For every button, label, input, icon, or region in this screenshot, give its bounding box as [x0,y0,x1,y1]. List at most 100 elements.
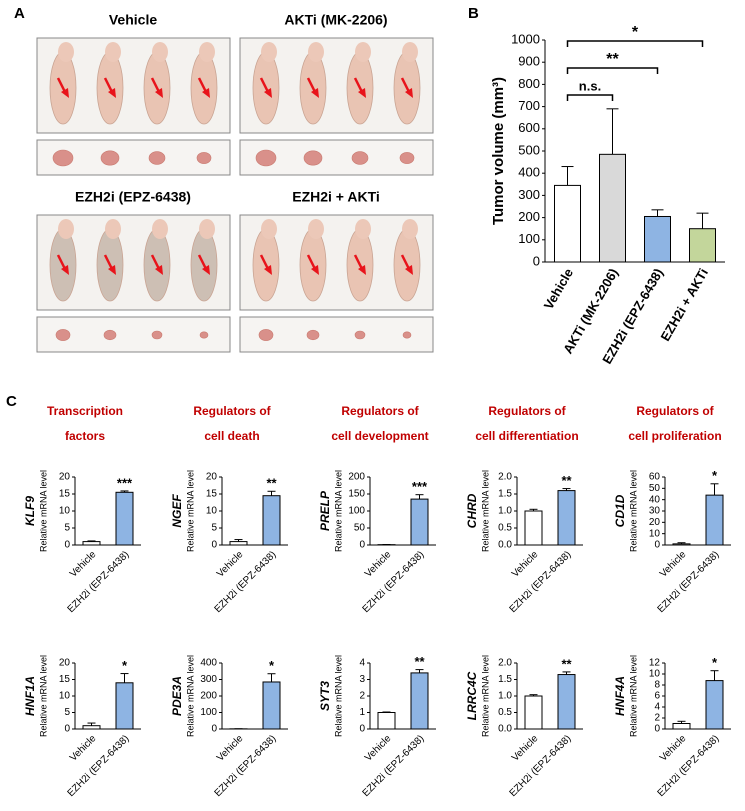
bar [524,695,543,730]
arrow [259,77,270,93]
bar [644,215,671,263]
tumor [196,152,212,164]
arrow [56,254,67,270]
significance-label: * [712,655,718,670]
arrow [56,77,67,93]
y-tick-label: 20 [206,472,218,483]
panel-label: B [468,5,479,22]
arrow-head [108,88,116,98]
x-tick-label: EZH2i (EPZ-6438) [361,549,427,615]
y-axis-label: Relative mRNA level [628,470,638,552]
y-tick-label: 400 [518,165,540,180]
bar [524,510,543,546]
significance-label: ** [266,476,277,491]
y-tick-label: 0.0 [498,724,512,735]
bar [377,712,396,730]
x-tick-label: Vehicle [215,549,246,580]
x-tick-label: EZH2i (EPZ-6438) [66,733,132,799]
tumor [402,331,412,339]
significance-label: * [632,24,639,41]
y-tick-label: 60 [649,472,661,483]
y-tick-label: 200 [348,472,365,483]
y-axis-label: Relative mRNA level [185,470,195,552]
x-tick-label: Vehicle [363,733,394,764]
mouse-head [105,219,121,239]
gene-label: HNF4A [613,676,627,716]
arrow [306,254,317,270]
bar [689,228,716,263]
category-header: factors [65,429,105,443]
tumor [255,149,277,167]
y-tick-label: 300 [200,674,217,685]
x-tick-label: EZH2i (EPZ-6438) [508,549,574,615]
y-tick-label: 0.0 [498,540,512,551]
y-tick-label: 100 [200,707,217,718]
y-axis-label: Relative mRNA level [38,655,48,737]
y-tick-label: 15 [59,674,71,685]
arrow [353,254,364,270]
arrow-head [311,88,319,98]
arrow-head [155,265,163,275]
y-tick-label: 40 [649,494,661,505]
tumor [351,151,369,165]
y-tick-label: 1.5 [498,489,512,500]
gene-label: CHRD [465,493,479,528]
gene-label: PRELP [318,490,332,531]
y-axis-label: Relative mRNA level [333,470,343,552]
y-tick-label: 1.0 [498,506,512,517]
gene-label: HNF1A [23,676,37,716]
category-header: cell death [204,429,259,443]
bar [672,543,691,546]
y-tick-label: 0.5 [498,707,512,718]
bar [115,682,134,730]
tumor [103,329,117,341]
arrow-head [264,265,272,275]
arrow [150,254,161,270]
y-tick-label: 300 [518,187,540,202]
photo-label: AKTi (MK-2206) [284,12,387,28]
arrow [306,77,317,93]
significance-label: ** [561,656,572,671]
significance-label: ** [414,654,425,669]
x-tick-label: Vehicle [363,549,394,580]
tumor [199,331,209,339]
arrow [400,77,411,93]
significance-label: ** [606,51,619,68]
tumor [258,329,274,341]
category-header: Regulators of [341,404,419,418]
bar [410,672,429,730]
x-tick-label: Vehicle [658,733,689,764]
significance-label: *** [117,475,133,490]
y-tick-label: 0 [533,253,540,268]
y-tick-label: 0 [654,540,660,551]
x-tick-label: EZH2i (EPZ-6438) [66,549,132,615]
arrow-head [61,88,69,98]
significance-label: ** [561,473,572,488]
photo-label: EZH2i (EPZ-6438) [75,189,191,205]
x-tick-label: Vehicle [510,549,541,580]
mouse-head [355,42,371,62]
significance-label: * [122,658,128,673]
y-tick-label: 2.0 [498,472,512,483]
x-tick-label: EZH2i + AKTi [657,266,711,344]
y-tick-label: 10 [59,506,71,517]
x-tick-label: EZH2i (EPZ-6438) [656,549,722,615]
y-tick-label: 6 [654,691,660,702]
bar [229,541,248,546]
arrow-head [311,265,319,275]
arrow [103,77,114,93]
y-tick-label: 800 [518,76,540,91]
mouse-head [152,219,168,239]
arrow [103,254,114,270]
arrow [400,254,411,270]
arrow [150,77,161,93]
y-tick-label: 50 [649,483,661,494]
y-tick-label: 200 [200,691,217,702]
tumor [399,152,415,164]
y-tick-label: 0 [359,540,365,551]
mouse-head [308,219,324,239]
arrow-head [405,265,413,275]
y-tick-label: 10 [59,691,71,702]
significance-bracket [566,67,659,74]
arrow-head [264,88,272,98]
